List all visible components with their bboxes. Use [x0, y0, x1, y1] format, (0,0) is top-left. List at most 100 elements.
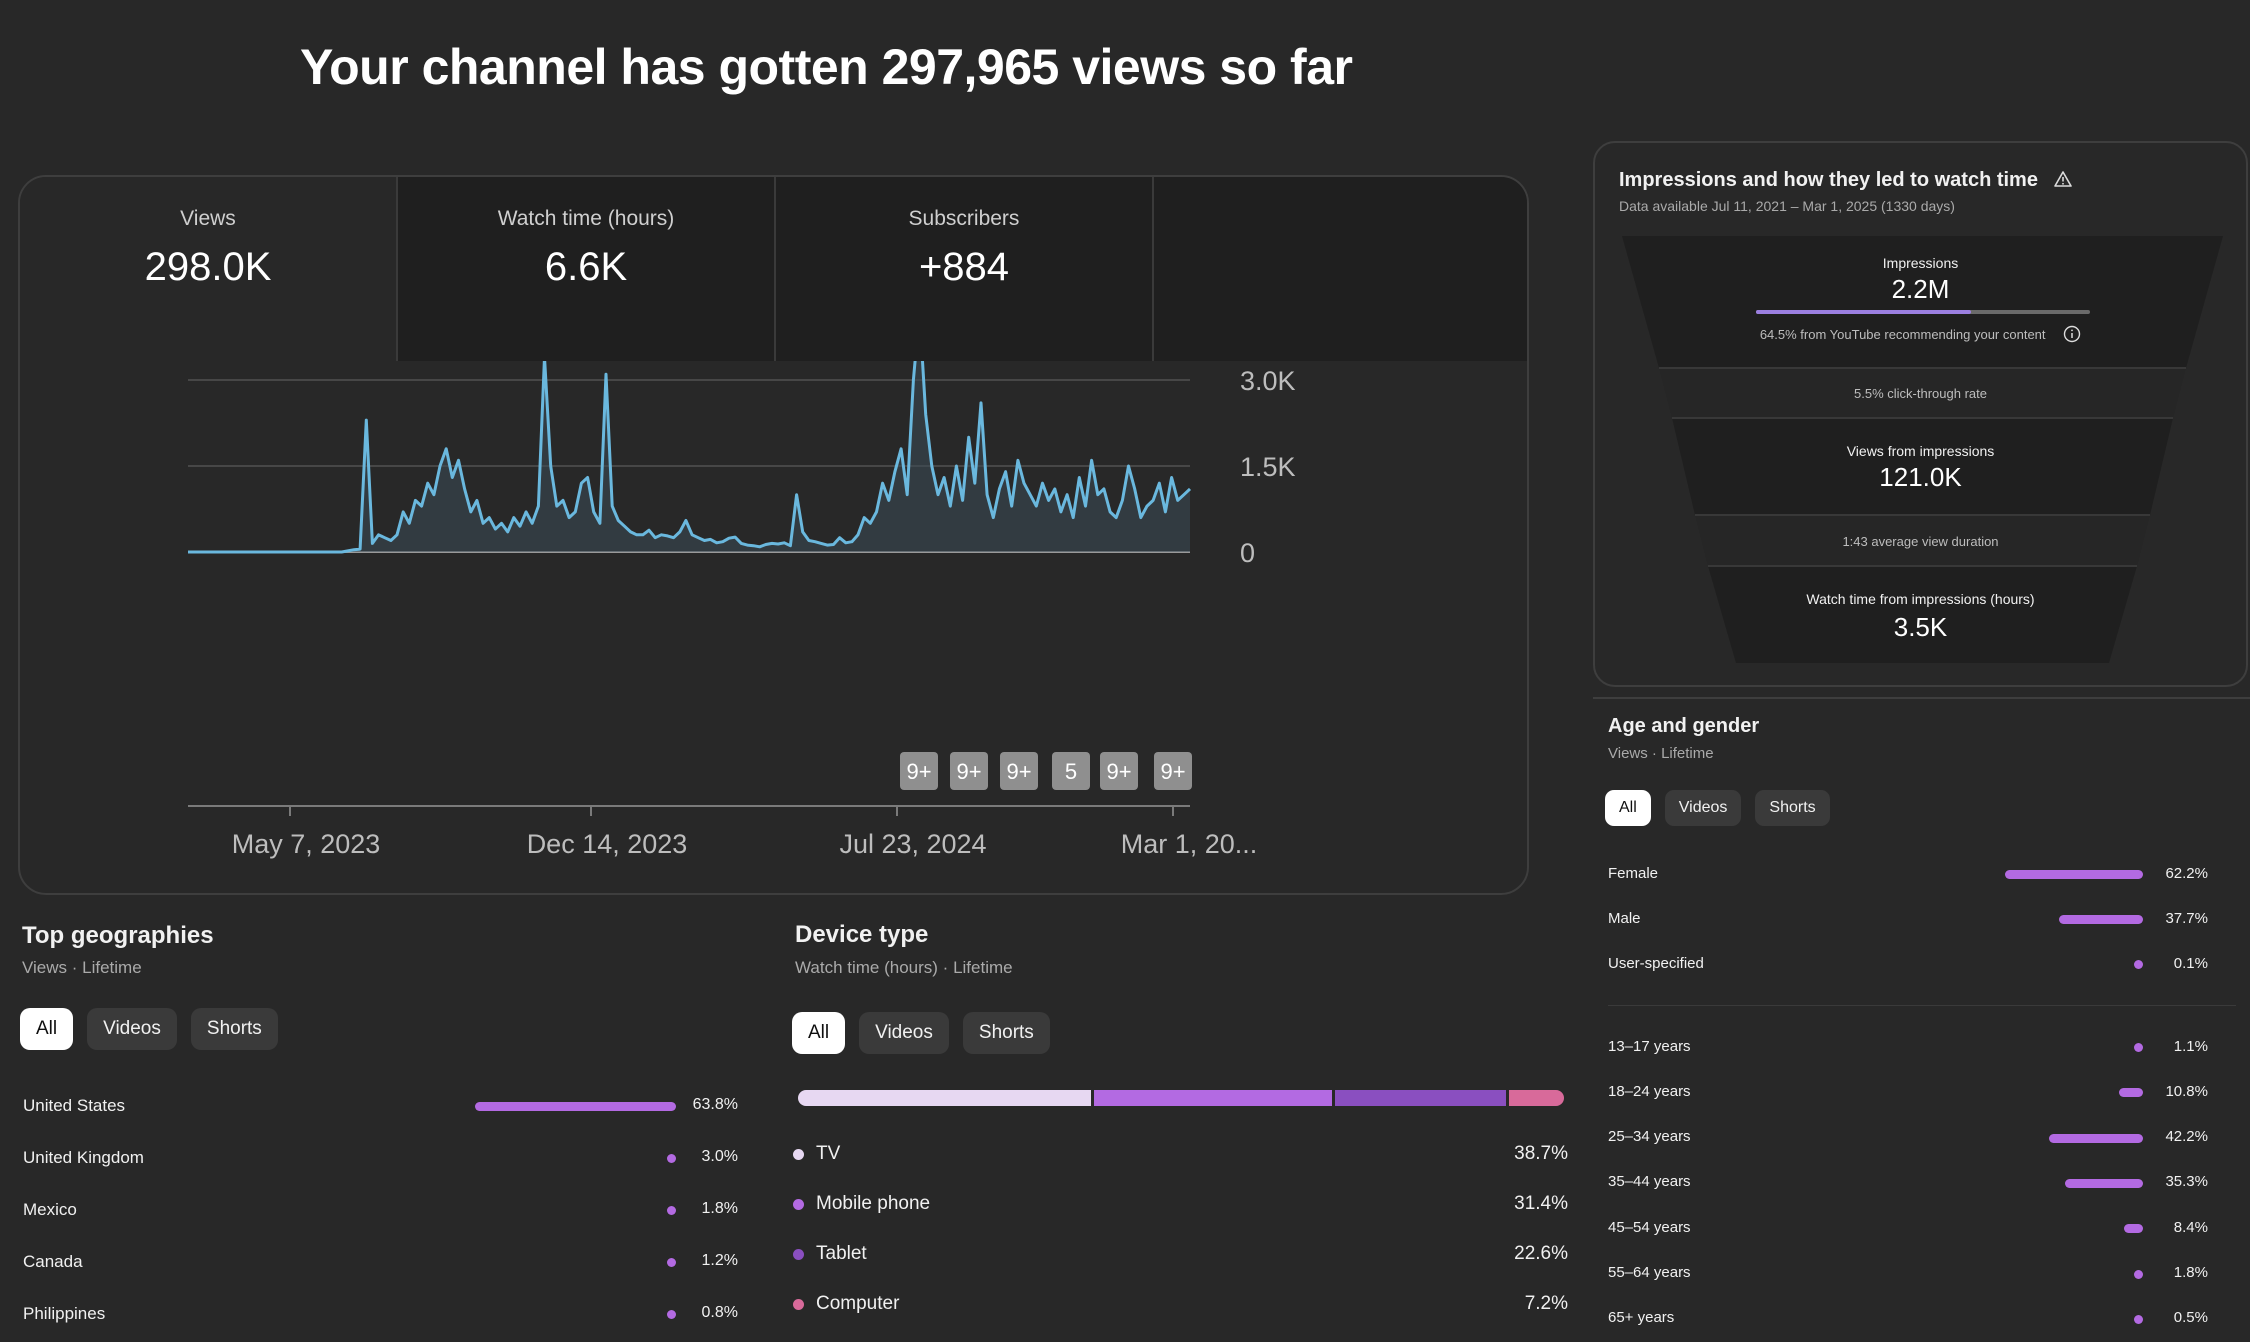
geo-row-label: Philippines — [23, 1303, 106, 1323]
tab-watch-time-label: Watch time (hours) — [497, 207, 675, 230]
device-row-label: Computer — [816, 1293, 900, 1314]
impressions-note-text: 64.5% from YouTube recommending your con… — [1759, 327, 2046, 342]
geo-chip-videos[interactable]: Videos — [87, 1008, 177, 1050]
geo-chip-all[interactable]: All — [20, 1008, 74, 1050]
device-chip-videos[interactable]: Videos — [859, 1012, 949, 1054]
age-row-label: 55–64 years — [1608, 1264, 1691, 1281]
geo-row-dot — [667, 1258, 676, 1267]
age-chip-videos[interactable]: Videos — [1664, 790, 1742, 826]
device-type-subtitle: Watch time (hours) · Lifetime — [795, 958, 1013, 977]
age-row-label: 13–17 years — [1608, 1037, 1691, 1055]
warning-icon[interactable] — [2053, 171, 2072, 187]
views-from-impressions-label: Views from impressions — [1846, 443, 1995, 459]
tab-views-value: 298.0K — [144, 245, 272, 289]
geo-row-dot — [667, 1154, 676, 1163]
average-view-duration: 1:43 average view duration — [1842, 534, 1999, 549]
marker-count: 9+ — [1160, 759, 1185, 784]
geo-row-dot — [667, 1310, 676, 1319]
age-row-dot — [2134, 1269, 2143, 1279]
age-row-percent: 42.2% — [2165, 1128, 2208, 1146]
funnel-date-range: Data available Jul 11, 2021 – Mar 1, 202… — [1619, 198, 1955, 214]
click-through-rate: 5.5% click-through rate — [1854, 386, 1987, 401]
funnel-title-text: Impressions and how they led to watch ti… — [1619, 169, 2038, 191]
chart-x-tick-label: Dec 14, 2023 — [527, 829, 688, 859]
views-area — [188, 361, 1190, 552]
tab-subscribers[interactable]: Subscribers +884 — [776, 177, 1154, 361]
age-gender-top-divider — [1593, 697, 2250, 699]
tab-watch-time[interactable]: Watch time (hours) 6.6K — [398, 177, 776, 361]
age-row-bar — [2049, 1133, 2143, 1143]
geo-row-percent: 0.8% — [701, 1304, 738, 1321]
video-published-marker[interactable]: 9+ — [1000, 752, 1038, 790]
geo-row-dot — [667, 1206, 676, 1215]
tab-views[interactable]: Views 298.0K — [20, 177, 398, 361]
device-segment[interactable] — [1335, 1090, 1506, 1106]
device-row: TV 38.7% — [793, 1143, 1568, 1165]
chart-y-tick-label: 1.5K — [1240, 452, 1296, 482]
page-headline: Your channel has gotten 297,965 views so… — [300, 39, 1353, 95]
device-stacked-bar — [798, 1090, 1564, 1106]
device-row-label: TV — [816, 1143, 841, 1164]
views-line[interactable] — [188, 361, 1192, 554]
device-segment[interactable] — [1094, 1090, 1332, 1106]
marker-count: 9+ — [906, 759, 931, 784]
impressions-label: Impressions — [1882, 255, 1959, 271]
gender-row-dot — [2134, 960, 2143, 969]
gender-row-bar — [2059, 915, 2143, 924]
tab-empty-slot — [1154, 177, 1527, 361]
age-row-label: 45–54 years — [1608, 1218, 1691, 1236]
video-published-marker[interactable]: 9+ — [950, 752, 988, 790]
chart-x-tick-label: May 7, 2023 — [232, 829, 381, 859]
device-row-percent: 7.2% — [1524, 1293, 1568, 1314]
device-row: Tablet 22.6% — [793, 1243, 1568, 1265]
impressions-note: 64.5% from YouTube recommending your con… — [1595, 325, 2246, 343]
age-chip-all[interactable]: All — [1605, 790, 1651, 826]
geo-row-label: United Kingdom — [23, 1147, 144, 1167]
impressions-funnel-card: Impressions and how they led to watch ti… — [1593, 141, 2248, 687]
marker-count: 9+ — [956, 759, 981, 784]
device-segment[interactable] — [1509, 1090, 1564, 1106]
device-type-filter: All Videos Shorts — [792, 1012, 1050, 1054]
device-row-label: Tablet — [816, 1243, 867, 1264]
info-icon[interactable] — [2063, 325, 2081, 343]
video-published-marker[interactable]: 9+ — [900, 752, 938, 790]
device-legend-dot — [793, 1248, 804, 1260]
gender-row-label: Male — [1608, 909, 1641, 927]
overview-card: Views 298.0K Watch time (hours) 6.6K Sub… — [18, 175, 1529, 895]
geo-row-label: Canada — [23, 1251, 83, 1271]
gender-row-percent: 37.7% — [2165, 909, 2208, 927]
top-geographies-title: Top geographies — [22, 922, 214, 949]
funnel-title: Impressions and how they led to watch ti… — [1619, 169, 2072, 192]
video-published-marker[interactable]: 9+ — [1100, 752, 1138, 790]
geo-row-bar — [475, 1102, 676, 1111]
device-chip-all[interactable]: All — [792, 1012, 846, 1054]
geo-row-percent: 3.0% — [701, 1148, 738, 1165]
age-row-percent: 1.8% — [2173, 1264, 2208, 1281]
chart-y-tick-label: 0 — [1240, 538, 1255, 568]
age-chip-shorts[interactable]: Shorts — [1755, 790, 1830, 826]
marker-count: 9+ — [1006, 759, 1031, 784]
impressions-value: 2.2M — [1891, 274, 1950, 304]
device-row-label: Mobile phone — [816, 1193, 931, 1214]
age-row-dot — [2134, 1314, 2143, 1324]
device-chip-shorts[interactable]: Shorts — [962, 1012, 1050, 1054]
tab-views-label: Views — [180, 207, 236, 230]
age-row-percent: 8.4% — [2173, 1218, 2208, 1236]
video-published-marker[interactable]: 9+ — [1154, 752, 1192, 790]
video-published-marker[interactable]: 5 — [1052, 752, 1090, 790]
device-row-percent: 22.6% — [1514, 1243, 1568, 1264]
age-row-percent: 0.5% — [2173, 1309, 2208, 1327]
device-segment[interactable] — [798, 1090, 1091, 1106]
age-row-bar — [2124, 1224, 2143, 1234]
geo-chip-shorts[interactable]: Shorts — [190, 1008, 278, 1050]
tab-watch-time-value: 6.6K — [544, 245, 628, 289]
age-gender-divider — [1608, 1005, 2236, 1006]
age-row-percent: 35.3% — [2165, 1173, 2208, 1191]
age-row-label: 35–44 years — [1608, 1173, 1691, 1191]
age-row-bar — [2065, 1178, 2143, 1188]
age-row-label: 25–34 years — [1608, 1128, 1691, 1146]
age-gender-title: Age and gender — [1608, 715, 1760, 737]
impressions-progress-track — [1756, 310, 2090, 314]
age-row-dot — [2134, 1043, 2143, 1052]
geo-row-percent: 1.8% — [701, 1200, 738, 1217]
